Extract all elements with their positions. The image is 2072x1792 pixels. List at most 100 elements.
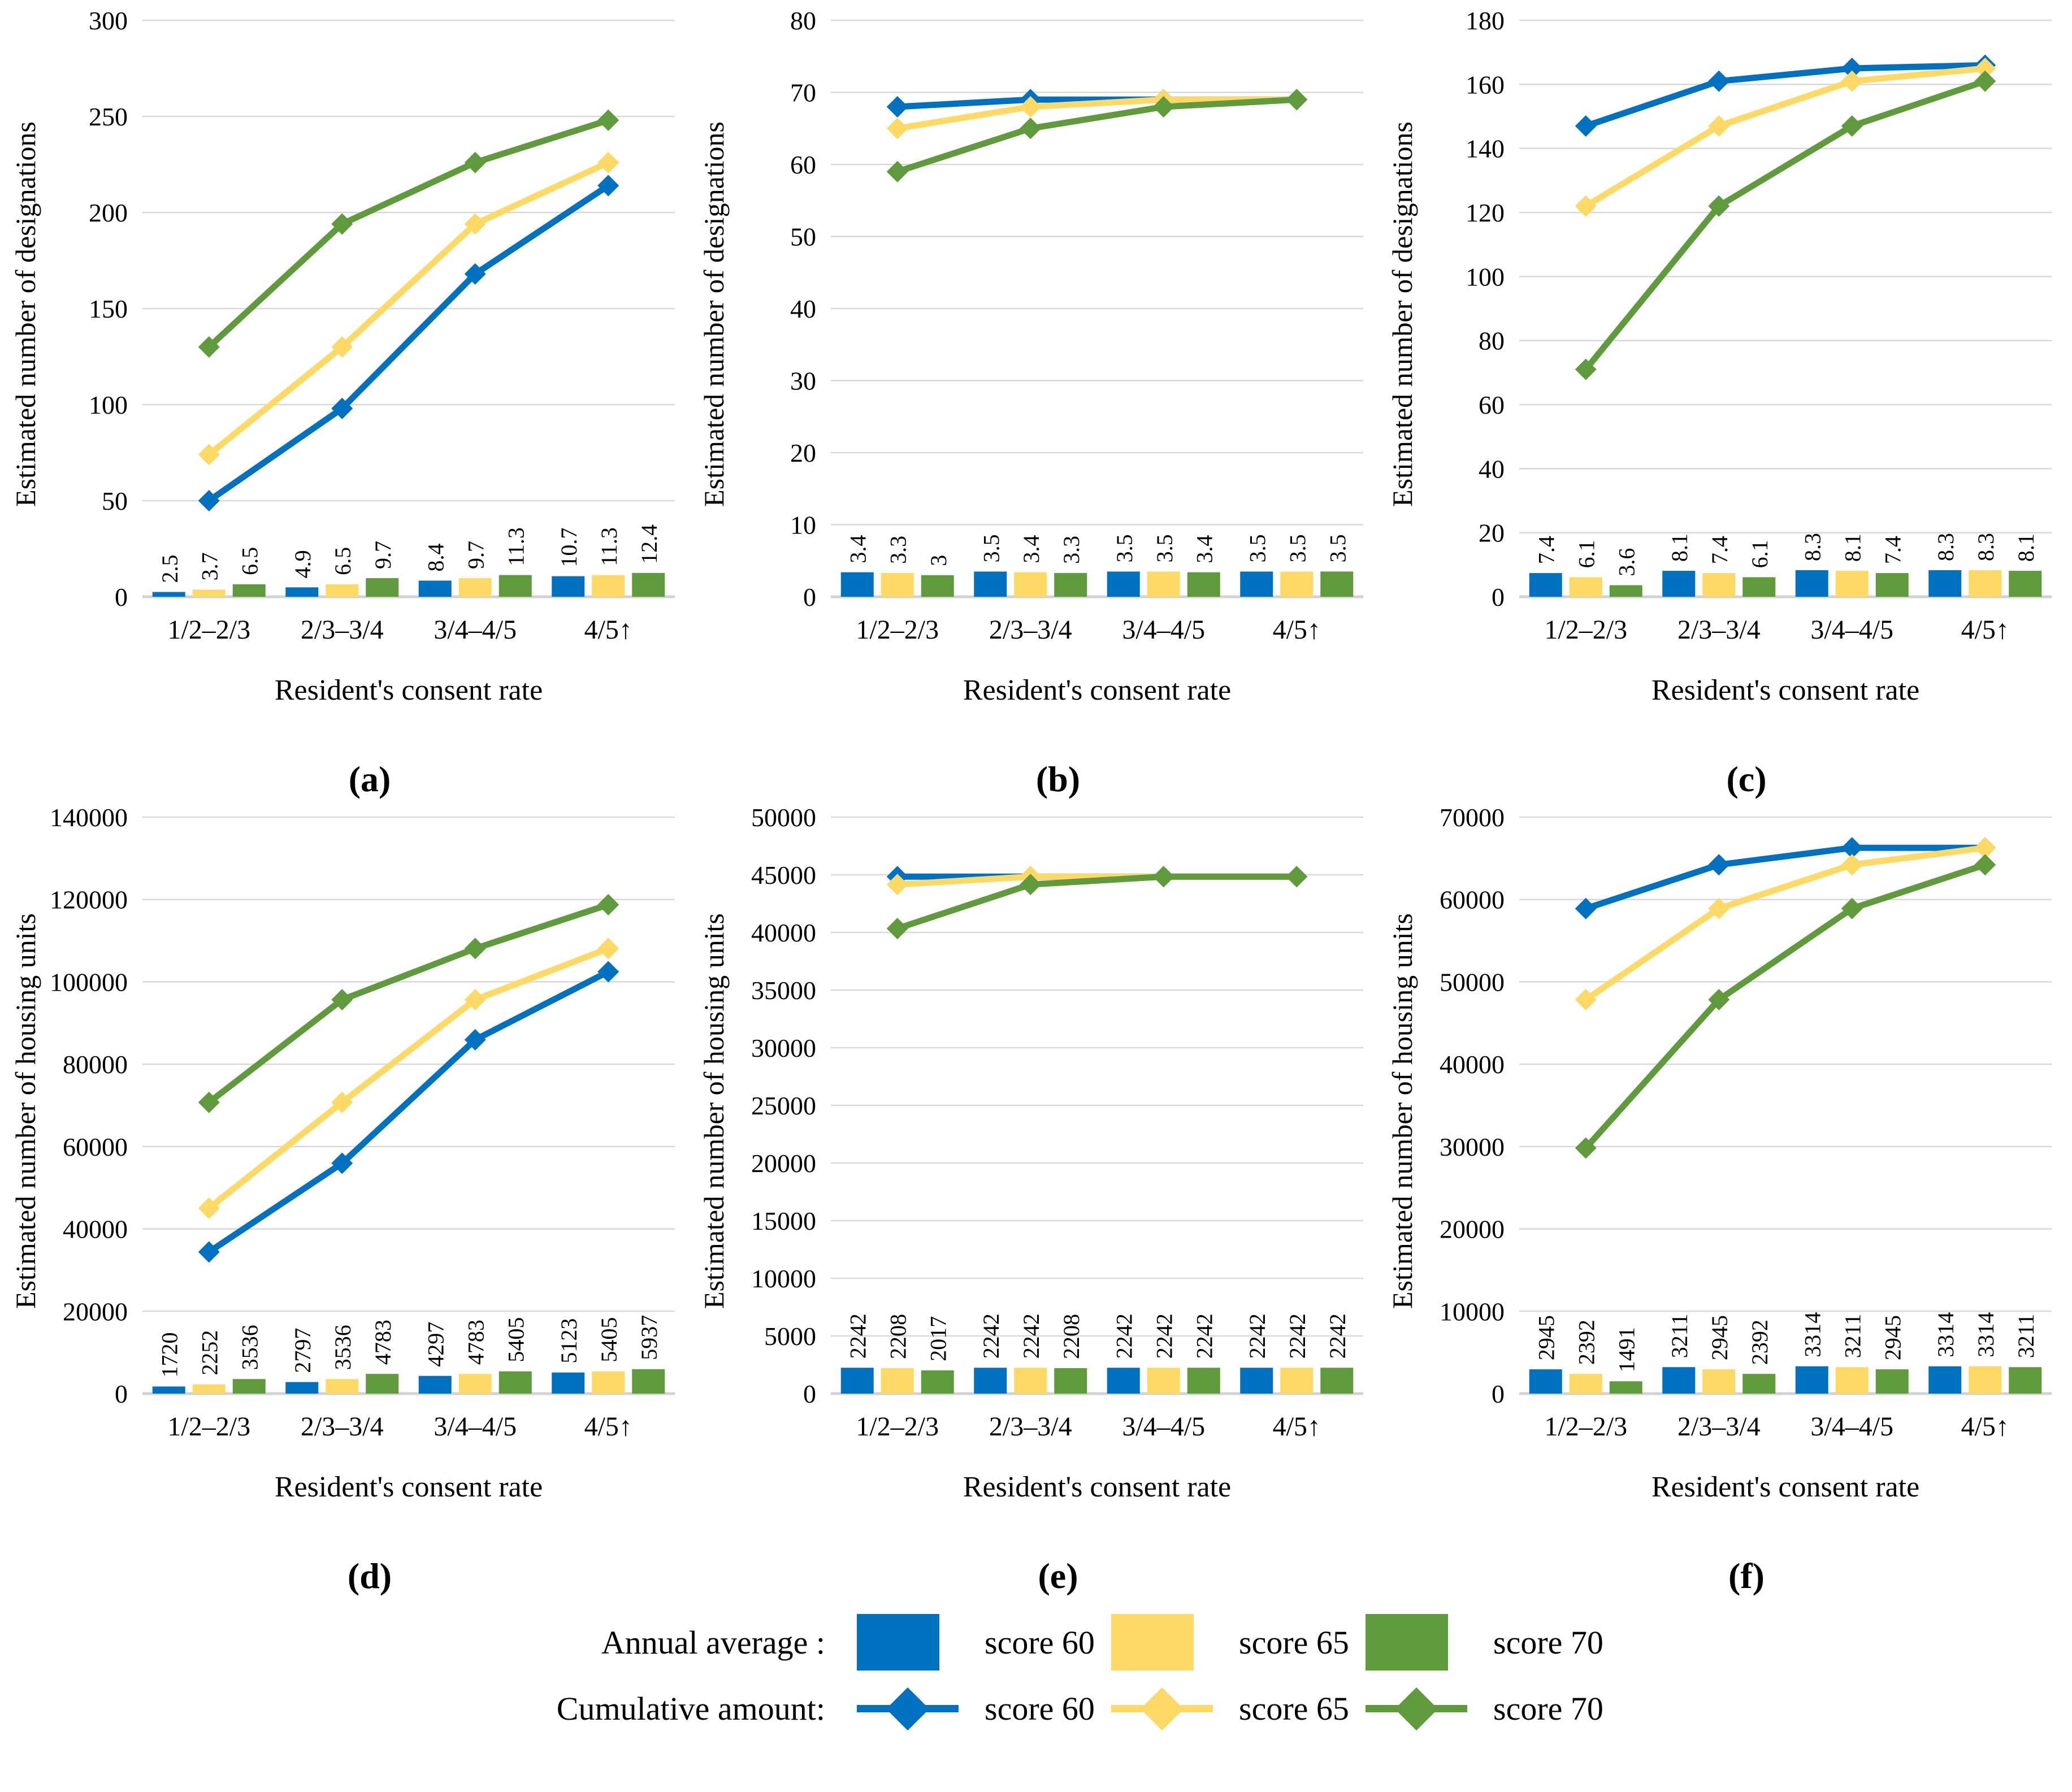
y-tick-label: 100 — [1466, 262, 1505, 291]
legend-item-score-70: score 70 — [1366, 1690, 1620, 1728]
diamond-marker-green — [886, 160, 908, 183]
bar-green — [366, 578, 399, 597]
y-axis-title-text: Estimated number of housing units — [698, 913, 730, 1309]
bar-blue — [1662, 1367, 1696, 1394]
bar-green — [1742, 1374, 1776, 1394]
bar-value-label: 3.6 — [1614, 548, 1640, 576]
x-tick-label: 4/5↑ — [1961, 615, 2009, 645]
diamond-marker-yellow — [1575, 195, 1597, 217]
bar-yellow — [1702, 573, 1736, 597]
bar-yellow — [592, 1371, 625, 1394]
bar-value-label: 3314 — [1800, 1312, 1826, 1357]
legend: Annual average : score 60 score 65 score 7… — [0, 1614, 2072, 1728]
diamond-marker-blue — [198, 490, 220, 511]
line-diamond-swatch-blue — [857, 1705, 959, 1712]
bar-value-label: 5405 — [596, 1317, 622, 1363]
bar-value-label: 2242 — [1245, 1313, 1270, 1359]
y-tick-label: 40 — [1479, 454, 1505, 483]
bar-blue — [1928, 1366, 1962, 1394]
diamond-marker-blue — [1575, 115, 1597, 137]
bar-blue — [285, 587, 319, 597]
chart-a-row: Estimated number of designations 0 50 100 1… — [5, 3, 693, 755]
x-tick-label: 4/5↑ — [1273, 615, 1321, 645]
bar-value-label: 4297 — [423, 1322, 449, 1367]
cumulative-line-green — [1583, 78, 1988, 373]
diamond-marker-green — [1708, 988, 1730, 1010]
diamond-marker-green — [464, 151, 486, 173]
y-tick-label: 0 — [115, 583, 128, 611]
chart-a: Estimated number of designations 0 50 100 1… — [5, 3, 693, 800]
swatch-box — [1366, 1705, 1473, 1712]
y-tick-label: 15000 — [751, 1207, 816, 1235]
bar-yellow — [1835, 571, 1869, 597]
diamond-marker-blue — [597, 175, 619, 197]
bar-value-label: 2242 — [846, 1313, 871, 1359]
bar-value-label: 3211 — [1667, 1314, 1692, 1359]
bar-green — [1320, 571, 1354, 597]
bar-yellow — [458, 1374, 492, 1394]
charts-grid: Estimated number of designations 0 50 100 1… — [5, 3, 2052, 1596]
bar-green — [921, 575, 954, 597]
bar-value-label: 3211 — [1840, 1314, 1866, 1359]
bar-green — [1875, 1369, 1909, 1394]
line-diamond-swatch-yellow — [1111, 1705, 1213, 1712]
diamond-marker-green — [198, 336, 220, 358]
diamond-marker-blue — [198, 1241, 220, 1263]
bar-green — [1187, 572, 1220, 597]
bar-green — [921, 1370, 954, 1394]
y-tick-label: 120 — [1466, 198, 1505, 227]
bar-value-label: 3211 — [2013, 1314, 2039, 1359]
y-tick-label: 0 — [1492, 583, 1505, 611]
y-tick-label: 70 — [790, 79, 816, 107]
legend-item-score-60: score 60 — [857, 1690, 1111, 1728]
y-tick-label: 300 — [89, 6, 128, 35]
bar-value-label: 9.7 — [463, 541, 489, 569]
bar-value-label: 2242 — [978, 1313, 1004, 1359]
x-tick-label: 4/5↑ — [1273, 1412, 1321, 1442]
bar-green — [2009, 1367, 2042, 1394]
bar-green — [1187, 1368, 1220, 1394]
bar-value-label: 10.7 — [556, 528, 582, 567]
bar-value-label: 1720 — [157, 1332, 183, 1377]
diamond-marker-green — [597, 893, 619, 915]
bar-value-label: 3536 — [330, 1325, 356, 1370]
bar-value-label: 2252 — [197, 1330, 223, 1376]
cumulative-line-green — [206, 901, 612, 1106]
legend-items: score 60 score 65 score 70 — [857, 1690, 1620, 1728]
y-tick-label: 60 — [1479, 390, 1505, 419]
diamond-marker-blue — [1575, 897, 1597, 919]
y-axis-title: Estimated number of designations — [1381, 3, 1423, 625]
y-tick-label: 250 — [89, 102, 128, 131]
bar-value-label: 6.1 — [1747, 540, 1772, 568]
diamond-marker-yellow — [1020, 96, 1042, 118]
y-tick-label: 20 — [790, 439, 816, 467]
bar-value-label: 3.5 — [978, 534, 1004, 562]
y-tick-label: 10 — [790, 511, 816, 540]
y-tick-label: 25000 — [751, 1091, 816, 1120]
bar-blue — [1240, 1368, 1273, 1394]
diamond-marker-green — [1575, 1137, 1597, 1159]
bar-green — [1054, 1368, 1087, 1394]
bar-blue — [974, 1368, 1007, 1394]
bar-blue — [1928, 570, 1962, 597]
bar-value-label: 5405 — [504, 1317, 529, 1363]
x-tick-label: 2/3–3/4 — [1677, 615, 1761, 645]
bar-blue — [1529, 573, 1562, 597]
y-axis-title-text: Estimated number of designations — [10, 122, 41, 507]
y-tick-label: 80000 — [63, 1050, 128, 1079]
x-axis-title: Resident's consent rate — [1651, 1471, 1919, 1503]
bar-value-label: 2208 — [886, 1314, 911, 1359]
bar-blue — [1240, 571, 1273, 597]
bar-value-label: 4783 — [370, 1320, 396, 1365]
cumulative-line-blue — [1583, 62, 1988, 129]
diamond-marker-yellow — [198, 444, 220, 466]
legend-item-label: score 60 — [985, 1624, 1095, 1661]
caption-a: (a) — [348, 759, 391, 799]
swatch-box — [857, 1705, 964, 1712]
bar-green — [499, 575, 532, 597]
diamond-marker-yellow — [331, 336, 353, 358]
y-tick-label: 40000 — [1440, 1050, 1505, 1079]
bar-value-label: 11.3 — [596, 527, 622, 566]
x-tick-label: 2/3–3/4 — [989, 1412, 1072, 1442]
bar-green — [1320, 1368, 1354, 1394]
